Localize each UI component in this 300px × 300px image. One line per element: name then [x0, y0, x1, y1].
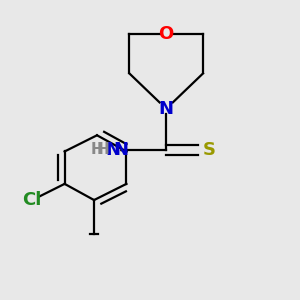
Text: O: O	[159, 25, 174, 43]
Text: H: H	[97, 142, 109, 157]
Text: N: N	[106, 141, 121, 159]
Text: N: N	[113, 141, 128, 159]
Text: Cl: Cl	[22, 191, 42, 209]
Text: H: H	[90, 142, 103, 158]
Text: S: S	[203, 141, 216, 159]
Text: N: N	[159, 100, 174, 118]
